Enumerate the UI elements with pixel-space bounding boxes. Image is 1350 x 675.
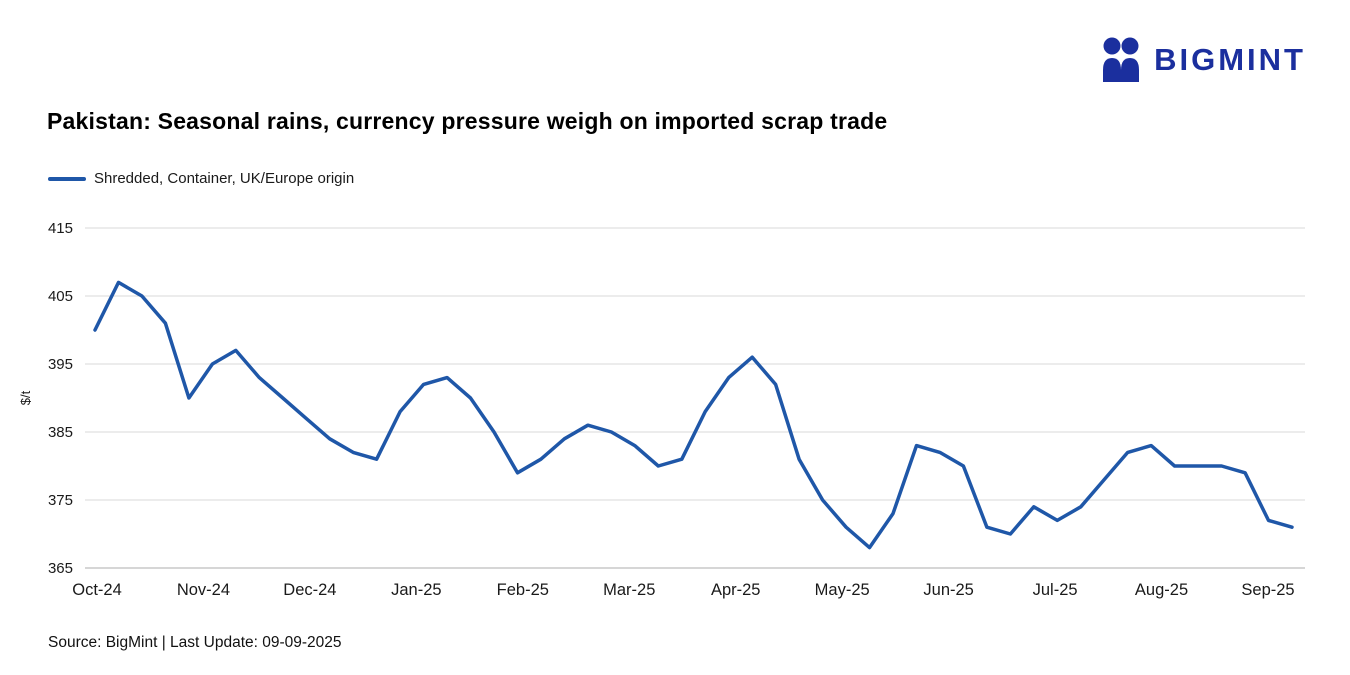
series-line — [93, 280, 1294, 550]
x-tick-label: Aug-25 — [1135, 581, 1188, 599]
chart-legend: Shredded, Container, UK/Europe origin — [48, 170, 354, 187]
x-tick-label: Nov-24 — [177, 581, 230, 599]
y-tick-label: 415 — [48, 220, 73, 237]
y-axis-label: $/t — [18, 390, 33, 405]
y-tick-label: 385 — [48, 424, 73, 441]
x-tick-label: May-25 — [815, 581, 870, 599]
x-tick-label: Dec-24 — [283, 581, 336, 599]
y-tick-label: 375 — [48, 492, 73, 509]
y-tick-label: 395 — [48, 356, 73, 373]
bigmint-people-icon — [1103, 37, 1140, 82]
bigmint-logo: BIGMINT — [1098, 36, 1306, 84]
legend-label: Shredded, Container, UK/Europe origin — [94, 170, 355, 187]
y-tick-label: 405 — [48, 288, 73, 305]
y-tick-label: 365 — [48, 560, 73, 577]
logo-text: BIGMINT — [1154, 42, 1306, 77]
x-tick-label: Sep-25 — [1241, 581, 1294, 599]
x-tick-label: Jul-25 — [1033, 581, 1078, 599]
legend-line-swatch — [48, 176, 86, 181]
x-tick-label: Mar-25 — [603, 581, 655, 599]
x-tick-label: Feb-25 — [497, 581, 549, 599]
x-tick-label: Oct-24 — [72, 581, 122, 599]
x-tick-label: Jan-25 — [391, 581, 441, 599]
page-title: Pakistan: Seasonal rains, currency press… — [47, 108, 888, 134]
x-tick-label: Apr-25 — [711, 581, 761, 599]
price-chart: 365 375 385 395 405 415 Oct-24 Nov-24 Dec-24 Jan-… — [18, 220, 1305, 599]
x-tick-label: Jun-25 — [923, 581, 973, 599]
source-note: Source: BigMint | Last Update: 09-09-202… — [48, 634, 342, 651]
